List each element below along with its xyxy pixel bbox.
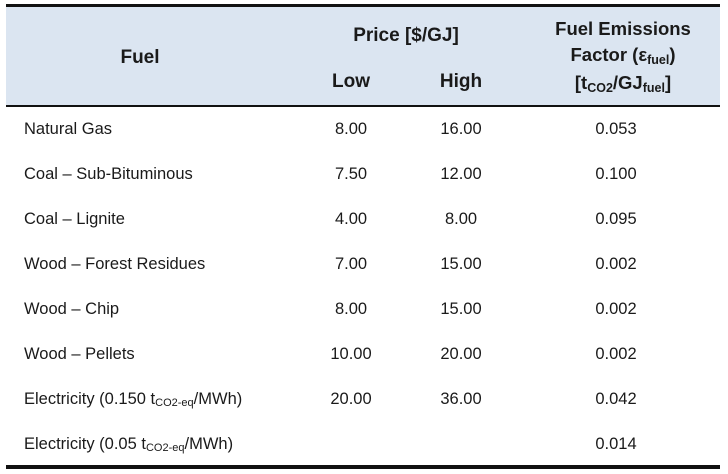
table-row: Wood – Chip 8.00 15.00 0.002: [6, 287, 720, 332]
table-row: Coal – Sub-Bituminous 7.50 12.00 0.100: [6, 152, 720, 197]
header-fuel: Fuel: [120, 47, 160, 68]
cell-fuel: Electricity (0.150 tCO2-eq/MWh): [24, 388, 242, 412]
table-header: Fuel Price [$/GJ] Low High Fuel Emission…: [6, 7, 720, 105]
header-high: High: [439, 71, 483, 92]
cell-emissions-factor: 0.100: [595, 165, 637, 183]
cell-price-high: 15.00: [440, 300, 482, 318]
fuel-price-table: Fuel Price [$/GJ] Low High Fuel Emission…: [6, 4, 720, 469]
table-row: Wood – Forest Residues 7.00 15.00 0.002: [6, 242, 720, 287]
cell-price-low: 7.50: [334, 165, 368, 183]
header-price: Price [$/GJ]: [353, 25, 459, 46]
cell-fuel: Electricity (0.05 tCO2-eq/MWh): [24, 433, 233, 457]
table-row: Natural Gas 8.00 16.00 0.053: [6, 107, 720, 152]
cell-price-low: 10.00: [330, 345, 372, 363]
cell-fuel-subscript: CO2-eq: [155, 397, 194, 409]
top-rule: [6, 4, 720, 7]
cell-fuel-text: Electricity (0.150 t: [24, 390, 156, 408]
cell-fuel-text: Electricity (0.05 t: [24, 435, 146, 453]
cell-emissions-factor: 0.042: [595, 390, 637, 408]
cell-emissions-factor: 0.002: [595, 345, 637, 363]
header-emissions-line3-mid: /GJ: [612, 72, 643, 93]
header-emissions-line2-text: Factor (ε: [570, 44, 648, 65]
cell-fuel: Coal – Sub-Bituminous: [24, 165, 193, 183]
cell-price-low: 8.00: [334, 120, 368, 138]
cell-price-high: 16.00: [440, 120, 482, 138]
table-row: Coal – Lignite 4.00 8.00 0.095: [6, 197, 720, 242]
cell-price-high: 36.00: [440, 390, 482, 408]
table-row: Electricity (0.05 tCO2-eq/MWh) 0.014: [6, 422, 720, 467]
cell-price-low: 20.00: [330, 390, 372, 408]
table-row: Electricity (0.150 tCO2-eq/MWh) 20.00 36…: [6, 377, 720, 422]
bottom-rule: [6, 465, 720, 469]
cell-price-high: 12.00: [440, 165, 482, 183]
header-emissions-line3-sub2: fuel: [642, 81, 665, 95]
cell-price-low: 4.00: [334, 210, 368, 228]
cell-fuel: Coal – Lignite: [24, 210, 125, 228]
cell-fuel-unit: /MWh): [193, 390, 243, 408]
header-emissions-line3: [tCO2/GJfuel]: [526, 70, 720, 98]
cell-fuel-unit: /MWh): [184, 435, 234, 453]
cell-price-high: 8.00: [444, 210, 478, 228]
cell-emissions-factor: 0.053: [595, 120, 637, 138]
cell-emissions-factor: 0.002: [595, 255, 637, 273]
cell-emissions-factor: 0.014: [595, 435, 637, 453]
cell-fuel: Natural Gas: [24, 120, 113, 138]
header-emissions-line3-sub1: CO2: [587, 81, 613, 95]
header-rule: [6, 105, 720, 107]
header-emissions-line2-close: ): [669, 44, 676, 65]
cell-price-low: 7.00: [334, 255, 368, 273]
header-emissions-line3-text: [t: [574, 72, 588, 93]
cell-emissions-factor: 0.002: [595, 300, 637, 318]
cell-price-high: 20.00: [440, 345, 482, 363]
cell-price-low: 8.00: [334, 300, 368, 318]
header-emissions-line2: Factor (εfuel): [526, 42, 720, 70]
cell-fuel: Wood – Chip: [24, 300, 120, 318]
header-emissions-factor: Fuel Emissions Factor (εfuel) [tCO2/GJfu…: [526, 16, 720, 98]
header-low: Low: [332, 71, 370, 92]
table-row: Wood – Pellets 10.00 20.00 0.002: [6, 332, 720, 377]
cell-emissions-factor: 0.095: [595, 210, 637, 228]
cell-fuel: Wood – Forest Residues: [24, 255, 206, 273]
header-emissions-line2-sub: fuel: [647, 53, 670, 67]
cell-price-high: 15.00: [440, 255, 482, 273]
header-emissions-line1: Fuel Emissions: [555, 18, 691, 39]
cell-fuel: Wood – Pellets: [24, 345, 135, 363]
header-emissions-line3-close: ]: [664, 72, 672, 93]
cell-fuel-subscript: CO2-eq: [145, 442, 185, 454]
